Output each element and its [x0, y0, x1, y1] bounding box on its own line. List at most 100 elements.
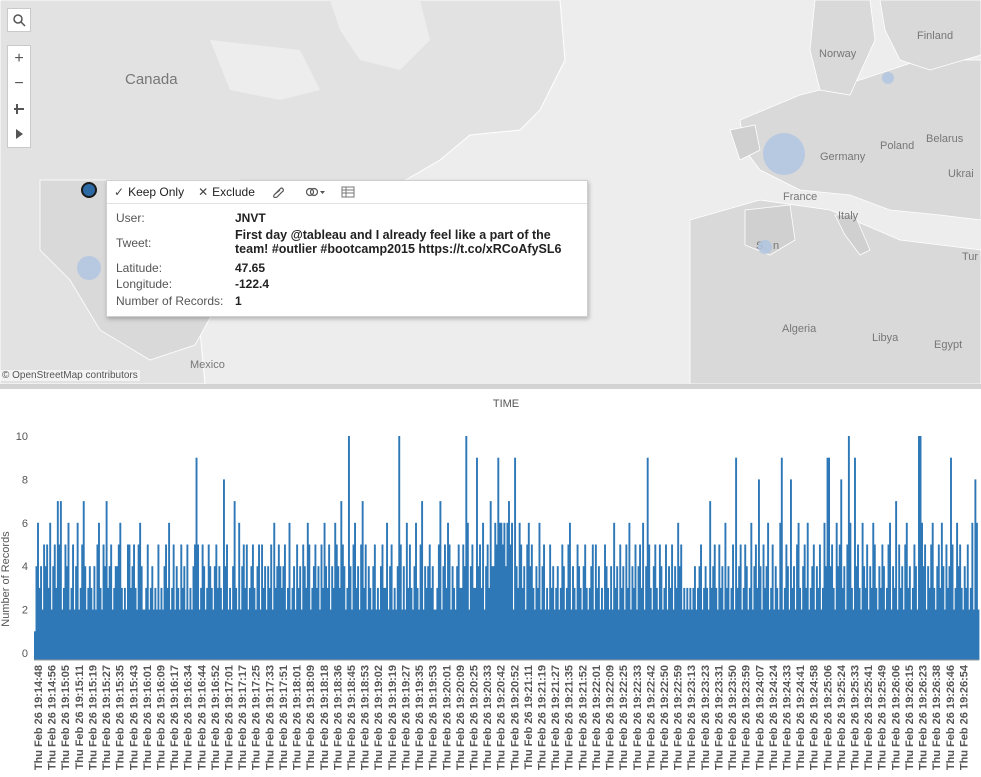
bar[interactable]	[349, 566, 352, 660]
bar[interactable]	[472, 587, 475, 660]
bar[interactable]	[843, 566, 846, 660]
bar[interactable]	[881, 544, 884, 661]
bar[interactable]	[971, 522, 974, 660]
bar[interactable]	[721, 566, 724, 660]
bar[interactable]	[747, 609, 750, 660]
bar[interactable]	[110, 544, 113, 661]
bar[interactable]	[956, 522, 959, 660]
bar[interactable]	[756, 587, 759, 660]
bar[interactable]	[559, 587, 562, 660]
bar[interactable]	[506, 522, 509, 660]
bar[interactable]	[748, 587, 751, 660]
bar[interactable]	[517, 587, 520, 660]
bar[interactable]	[968, 609, 971, 660]
bar[interactable]	[596, 587, 599, 660]
bar[interactable]	[163, 566, 166, 660]
bar[interactable]	[213, 566, 216, 660]
bar[interactable]	[532, 587, 535, 660]
bar[interactable]	[99, 587, 102, 660]
bar[interactable]	[291, 587, 294, 660]
bar[interactable]	[79, 587, 82, 660]
bar[interactable]	[860, 609, 863, 660]
bar[interactable]	[882, 566, 885, 660]
bar[interactable]	[66, 566, 68, 660]
bar[interactable]	[189, 587, 192, 660]
bar[interactable]	[963, 566, 966, 660]
bar[interactable]	[515, 566, 518, 660]
bar[interactable]	[489, 501, 492, 660]
bar[interactable]	[790, 479, 792, 660]
bar[interactable]	[665, 544, 667, 661]
bar[interactable]	[693, 566, 696, 660]
bar[interactable]	[729, 609, 731, 660]
bar[interactable]	[437, 544, 440, 661]
bar[interactable]	[61, 609, 64, 660]
bar[interactable]	[96, 544, 99, 661]
bar[interactable]	[94, 609, 97, 660]
bar[interactable]	[82, 501, 85, 660]
bar[interactable]	[588, 587, 591, 660]
bar[interactable]	[294, 609, 297, 660]
bar[interactable]	[171, 587, 174, 660]
bar[interactable]	[623, 609, 626, 660]
bar[interactable]	[114, 566, 117, 660]
bar[interactable]	[107, 587, 110, 660]
bar[interactable]	[332, 587, 335, 660]
bar[interactable]	[741, 609, 744, 660]
pane-splitter[interactable]	[0, 384, 981, 389]
bar[interactable]	[943, 609, 946, 660]
bar[interactable]	[47, 587, 50, 660]
bar[interactable]	[511, 522, 513, 660]
bar[interactable]	[146, 544, 149, 661]
bar[interactable]	[738, 566, 741, 660]
bar[interactable]	[706, 587, 709, 660]
bar[interactable]	[605, 566, 608, 660]
bar[interactable]	[567, 544, 570, 661]
bar[interactable]	[460, 587, 463, 660]
bar[interactable]	[811, 566, 814, 660]
bar[interactable]	[831, 544, 834, 661]
bar[interactable]	[822, 587, 824, 660]
bar[interactable]	[320, 544, 323, 661]
map-attribution[interactable]: © OpenStreetMap contributors	[0, 370, 140, 381]
bar[interactable]	[433, 609, 436, 660]
bar[interactable]	[488, 587, 491, 660]
bar[interactable]	[739, 544, 742, 661]
bar[interactable]	[867, 609, 870, 660]
bar[interactable]	[402, 566, 405, 660]
bar[interactable]	[924, 544, 927, 661]
bar[interactable]	[323, 522, 326, 660]
bar[interactable]	[119, 522, 122, 660]
bar[interactable]	[204, 609, 207, 660]
bar[interactable]	[570, 609, 573, 660]
bar[interactable]	[180, 544, 183, 661]
bar[interactable]	[442, 566, 445, 660]
time-bar-chart[interactable]: TIME Number of Records 0 2 4 6 8 10 Thu Feb 2…	[0, 389, 981, 777]
bar[interactable]	[465, 436, 468, 660]
bar[interactable]	[55, 587, 58, 660]
bar[interactable]	[599, 609, 602, 660]
map-mark-madrid[interactable]	[758, 240, 772, 254]
bar[interactable]	[902, 609, 905, 660]
bar[interactable]	[501, 544, 504, 661]
bar[interactable]	[950, 457, 952, 660]
bar[interactable]	[430, 587, 433, 660]
bar[interactable]	[70, 587, 73, 660]
bar[interactable]	[44, 566, 47, 660]
bar[interactable]	[419, 544, 422, 661]
bar[interactable]	[806, 522, 809, 660]
bar[interactable]	[602, 609, 605, 660]
bar[interactable]	[198, 609, 201, 660]
bar[interactable]	[326, 587, 329, 660]
bar[interactable]	[709, 501, 712, 660]
bar[interactable]	[125, 609, 128, 660]
bar[interactable]	[631, 566, 634, 660]
bar[interactable]	[800, 609, 803, 660]
bar[interactable]	[120, 587, 123, 660]
bar[interactable]	[428, 544, 431, 661]
bar[interactable]	[480, 587, 483, 660]
bar[interactable]	[399, 544, 402, 661]
bar[interactable]	[937, 544, 940, 661]
bar[interactable]	[764, 587, 767, 660]
bar[interactable]	[166, 587, 169, 660]
